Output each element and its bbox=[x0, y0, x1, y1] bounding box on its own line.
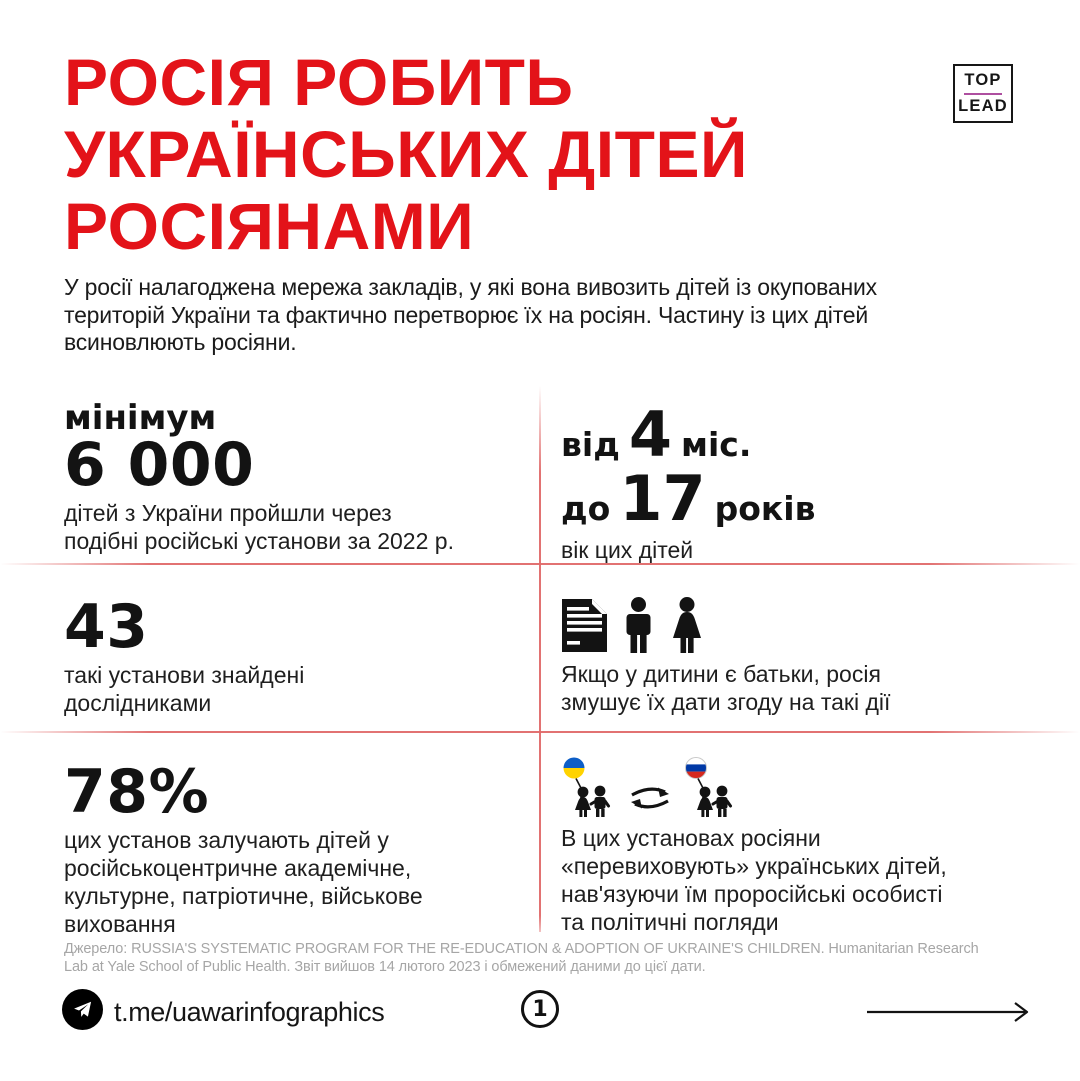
source-line: Lab at Yale School of Public Health. Зві… bbox=[64, 958, 706, 975]
stat-desc-line: змушує їх дати згоду на такі дії bbox=[561, 689, 891, 715]
stat-parents-consent: Якщо у дитини є батьки, росія змушує їх … bbox=[561, 596, 1036, 716]
title-line-2: УКРАЇНСЬКИХ ДІТЕЙ bbox=[64, 117, 748, 191]
stat-label: мінімум bbox=[64, 398, 217, 438]
title-line-3: РОСІЯНАМИ bbox=[64, 189, 475, 263]
page-title: РОСІЯ РОБИТЬ УКРАЇНСЬКИХ ДІТЕЙ РОСІЯНАМИ bbox=[64, 46, 748, 262]
intro-line: територій України та фактично перетворює… bbox=[64, 301, 869, 328]
stat-desc-line: та політичні погляди bbox=[561, 909, 779, 935]
stat-desc: вік цих дітей bbox=[561, 537, 694, 563]
stat-desc-line: «перевиховують» українських дітей, bbox=[561, 853, 947, 879]
age-to-label: до bbox=[561, 489, 611, 528]
age-to-line: до 17 років bbox=[561, 467, 1031, 531]
stat-desc-line: нав'язуючи їм проросійські особисті bbox=[561, 881, 943, 907]
swap-arrows-icon bbox=[631, 787, 669, 809]
title-line-1: РОСІЯ РОБИТЬ bbox=[64, 45, 574, 119]
stat-desc-line: Якщо у дитини є батьки, росія bbox=[561, 661, 881, 687]
toplead-logo: TOP LEAD bbox=[953, 64, 1013, 123]
stat-institutions-found: 43 такі установи знайдені дослідниками bbox=[64, 592, 524, 717]
stat-desc-line: В цих установах росіяни bbox=[561, 825, 821, 851]
age-to-unit: років bbox=[714, 489, 816, 528]
age-to-value: 17 bbox=[619, 462, 706, 535]
stat-desc: дітей з України пройшли через подібні ро… bbox=[64, 499, 524, 555]
stat-value: 43 bbox=[64, 592, 149, 662]
stat-age-range: від 4 міс. до 17 років вік цих дітей bbox=[561, 403, 1031, 564]
age-from-line: від 4 міс. bbox=[561, 403, 1031, 467]
document-icon bbox=[562, 599, 607, 652]
age-from-value: 4 bbox=[628, 398, 672, 471]
intro-line: У росії налагоджена мережа закладів, у я… bbox=[64, 274, 877, 300]
stat-desc-line: подібні російські установи за 2022 р. bbox=[64, 528, 454, 554]
stat-desc-line: культурне, патріотичне, військове bbox=[64, 883, 423, 909]
page-number-badge: 1 bbox=[521, 990, 559, 1028]
stat-value: 78% bbox=[64, 757, 210, 827]
telegram-badge[interactable] bbox=[62, 989, 103, 1030]
column-divider bbox=[539, 386, 541, 932]
reeducation-icon-row bbox=[561, 756, 1041, 818]
children-ru-balloon-icon bbox=[685, 757, 732, 817]
stat-desc-line: дітей з України пройшли через bbox=[64, 500, 392, 526]
stat-desc: цих установ залучають дітей у російськоц… bbox=[64, 826, 524, 938]
age-from-label: від bbox=[561, 425, 620, 464]
children-ua-balloon-icon bbox=[563, 757, 610, 817]
age-from-unit: міс. bbox=[681, 425, 752, 464]
mother-icon bbox=[673, 597, 701, 653]
stat-desc: Якщо у дитини є батьки, росія змушує їх … bbox=[561, 660, 1036, 716]
stat-desc-line: виховання bbox=[64, 911, 176, 937]
telegram-icon bbox=[74, 1001, 92, 1017]
logo-lead-text: LEAD bbox=[958, 97, 1008, 115]
stat-desc-line: такі установи знайдені bbox=[64, 662, 305, 688]
stat-reeducation: В цих установах росіяни «перевиховують» … bbox=[561, 756, 1041, 936]
stat-desc: такі установи знайдені дослідниками bbox=[64, 661, 524, 717]
logo-divider-line bbox=[964, 92, 1002, 95]
source-line: Джерело: RUSSIA'S SYSTEMATIC PROGRAM FOR… bbox=[64, 941, 979, 957]
source-note: Джерело: RUSSIA'S SYSTEMATIC PROGRAM FOR… bbox=[64, 941, 1054, 976]
stat-desc-line: цих установ залучають дітей у bbox=[64, 827, 389, 853]
consent-icon-row bbox=[561, 596, 1036, 653]
intro-line: всиновлюють росіяни. bbox=[64, 329, 297, 355]
stat-percent-involved: 78% цих установ залучають дітей у російс… bbox=[64, 757, 524, 938]
father-icon bbox=[626, 597, 651, 653]
stat-desc: В цих установах росіяни «перевиховують» … bbox=[561, 824, 1041, 936]
intro-paragraph: У росії налагоджена мережа закладів, у я… bbox=[64, 274, 1024, 357]
telegram-handle[interactable]: t.me/uawarinfographics bbox=[114, 997, 385, 1027]
stat-value: 6 000 bbox=[64, 430, 255, 500]
stat-desc-line: дослідниками bbox=[64, 690, 212, 716]
next-arrow-icon[interactable] bbox=[866, 999, 1034, 1025]
page-number: 1 bbox=[532, 996, 548, 1022]
logo-top-text: TOP bbox=[964, 71, 1002, 89]
stat-desc-line: російськоцентричне академічне, bbox=[64, 855, 412, 881]
stat-minimum-children: мінімум 6 000 дітей з України пройшли че… bbox=[64, 399, 524, 555]
